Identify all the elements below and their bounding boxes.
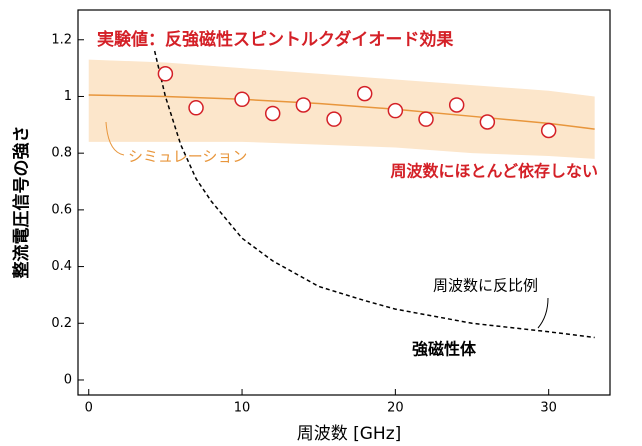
annotation: 周波数に反比例 (433, 277, 538, 295)
plot-frame (77, 9, 611, 396)
data-point (387, 102, 404, 119)
leader-line (537, 297, 549, 329)
series-line (153, 50, 595, 339)
series-label: シミュレーション (128, 148, 247, 166)
x-axis-label: 周波数 [GHz] (297, 424, 402, 444)
data-point (295, 97, 312, 113)
series-label: 実験値：反強磁性スピントルクダイオード効果 (97, 29, 453, 50)
series-line (88, 94, 595, 130)
x-tick-label: 20 (387, 401, 404, 416)
y-tick-label: 1 (64, 89, 72, 104)
data-point (326, 111, 342, 127)
y-tick-label: 0.2 (51, 316, 72, 331)
x-tick-label: 10 (234, 401, 251, 416)
data-point (264, 105, 281, 122)
leader-line (105, 121, 125, 156)
simulation-band (88, 59, 595, 159)
data-point (157, 66, 174, 82)
x-tick-label: 30 (540, 401, 557, 416)
series-label: 強磁性体 (412, 340, 477, 359)
y-tick-label: 0.4 (51, 259, 72, 274)
y-tick-label: 1.2 (51, 32, 72, 47)
data-point (234, 91, 250, 108)
y-axis-label: 整流電圧信号の強さ (11, 126, 32, 279)
data-point (188, 100, 204, 116)
data-point (418, 111, 434, 127)
x-tick-label: 0 (85, 401, 93, 416)
y-tick-label: 0.6 (51, 202, 72, 217)
data-point (540, 122, 557, 139)
y-tick-label: 0.8 (51, 146, 72, 161)
data-point (479, 114, 496, 130)
y-tick-label: 0 (64, 372, 72, 387)
data-point (356, 85, 373, 102)
data-point (448, 97, 465, 113)
annotation: 周波数にほとんど依存しない (390, 162, 598, 181)
